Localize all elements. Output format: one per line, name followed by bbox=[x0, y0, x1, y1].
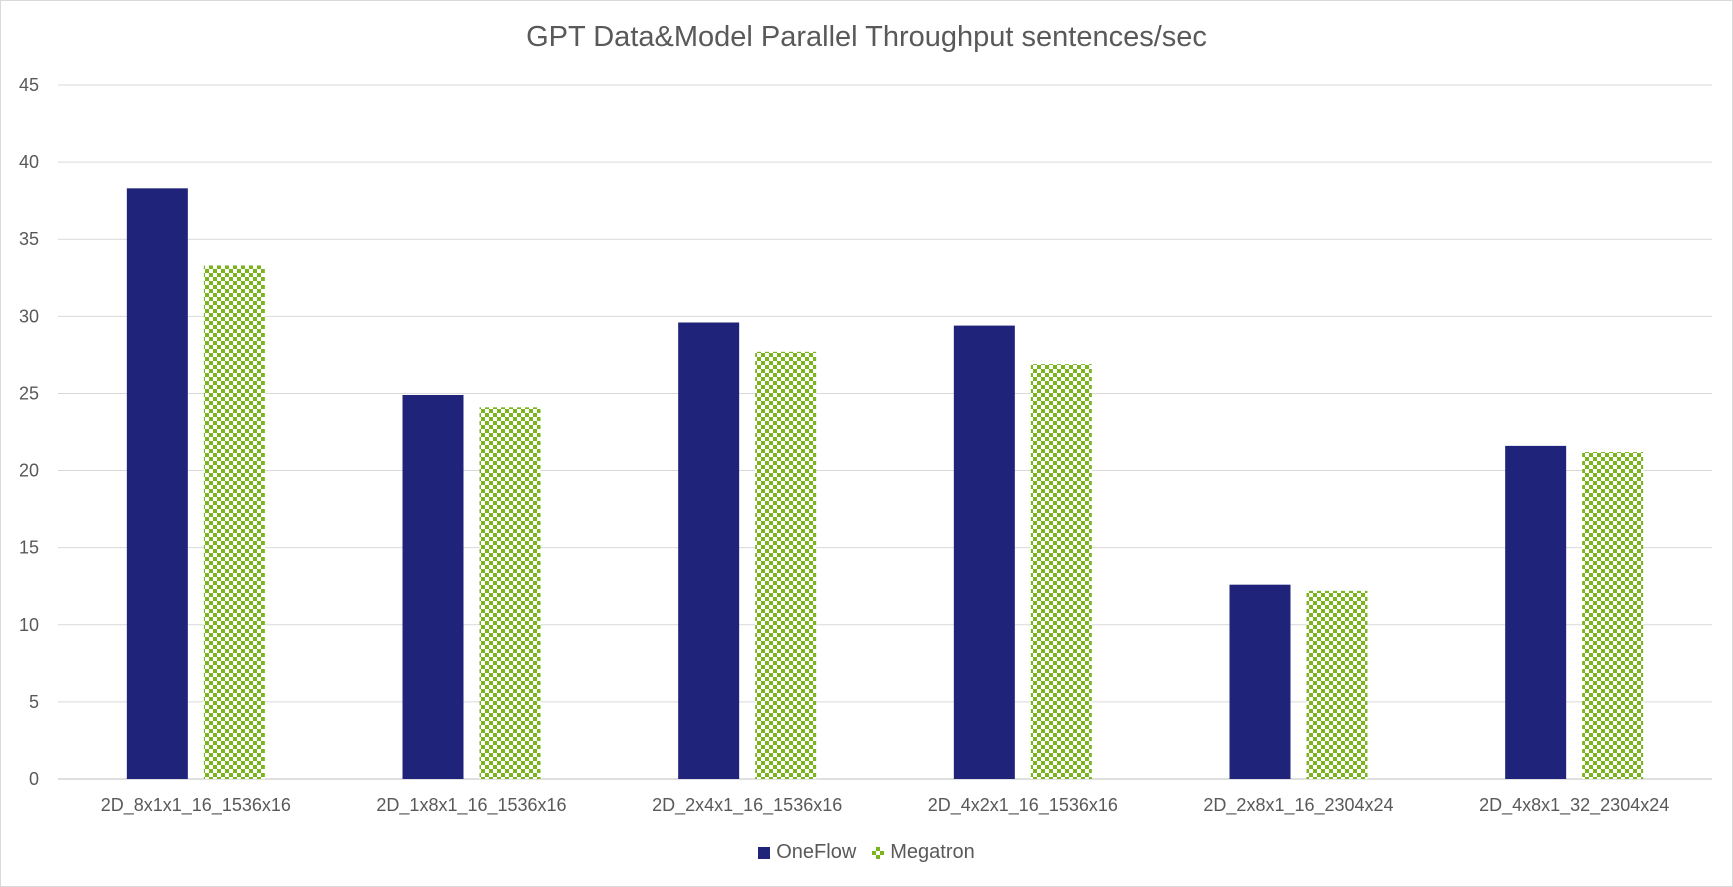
legend-swatch bbox=[758, 846, 771, 859]
y-tick-label: 20 bbox=[19, 461, 39, 481]
bar-megatron bbox=[203, 265, 265, 779]
x-tick-label: 2D_2x4x1_16_1536x16 bbox=[652, 795, 842, 816]
x-axis: 2D_8x1x1_16_1536x16 2D_1x8x1_16_1536x16 2D… bbox=[101, 795, 1670, 816]
bar-oneflow bbox=[953, 325, 1015, 779]
gridlines bbox=[58, 84, 1712, 780]
y-tick-label: 15 bbox=[19, 538, 39, 558]
bar-oneflow bbox=[126, 188, 188, 780]
legend-item-oneflow: OneFlow bbox=[758, 841, 856, 864]
bar-oneflow bbox=[402, 394, 464, 779]
legend-label: OneFlow bbox=[776, 841, 857, 863]
y-tick-label: 10 bbox=[19, 615, 39, 635]
y-axis: 0 5 10 15 20 25 30 35 40 45 bbox=[19, 75, 39, 789]
x-tick-label: 2D_2x8x1_16_2304x24 bbox=[1203, 795, 1393, 816]
y-tick-label: 40 bbox=[19, 152, 39, 172]
y-tick-label: 5 bbox=[29, 692, 39, 712]
legend: OneFlow Megatron bbox=[1, 841, 1732, 865]
chart-title: GPT Data&Model Parallel Throughput sente… bbox=[526, 21, 1207, 53]
y-tick-label: 45 bbox=[19, 75, 39, 95]
x-tick-label: 2D_4x8x1_32_2304x24 bbox=[1479, 795, 1669, 816]
bar-oneflow bbox=[1229, 584, 1291, 779]
x-tick-label: 2D_1x8x1_16_1536x16 bbox=[376, 795, 566, 816]
bar-megatron bbox=[1306, 590, 1368, 779]
bar-oneflow bbox=[1505, 445, 1567, 779]
y-tick-label: 25 bbox=[19, 383, 39, 403]
legend-item-megatron: Megatron bbox=[872, 841, 975, 864]
y-tick-label: 35 bbox=[19, 229, 39, 249]
x-tick-label: 2D_8x1x1_16_1536x16 bbox=[101, 795, 291, 816]
legend-swatch bbox=[872, 846, 885, 859]
bar-megatron bbox=[755, 351, 817, 779]
bar-megatron bbox=[1582, 452, 1644, 779]
bar-oneflow bbox=[678, 322, 740, 779]
legend-label: Megatron bbox=[890, 841, 975, 863]
x-tick-label: 2D_4x2x1_16_1536x16 bbox=[928, 795, 1118, 816]
y-tick-label: 0 bbox=[29, 769, 39, 789]
y-tick-label: 30 bbox=[19, 306, 39, 326]
bar-megatron bbox=[479, 407, 541, 779]
bar-megatron bbox=[1030, 364, 1092, 779]
bars bbox=[126, 188, 1644, 780]
